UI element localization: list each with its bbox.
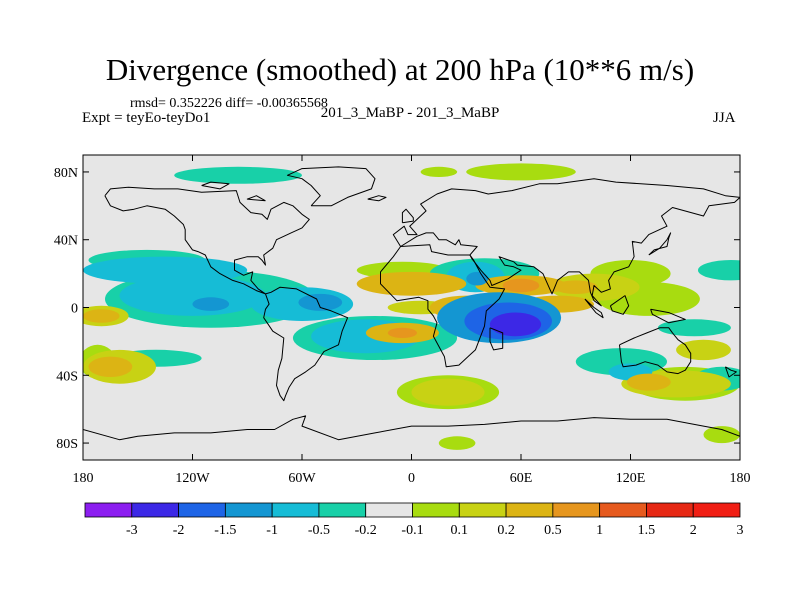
contour-region-36: [699, 400, 740, 425]
contour-region-51: [703, 426, 740, 444]
coastline-4: [619, 327, 692, 375]
y-tick-label-0: 80N: [54, 166, 78, 181]
contour-region-28: [296, 163, 399, 181]
colorbar-label-3: -1: [266, 523, 278, 538]
experiment-label: Expt = teyEo-teyDo1: [82, 110, 211, 126]
colorbar-box-1: [131, 502, 179, 518]
contour-region-6: [119, 275, 266, 316]
contour-region-48: [420, 166, 458, 177]
contour-region-41: [229, 241, 266, 255]
coastline-8: [648, 232, 672, 256]
contour-region-66: [626, 373, 671, 391]
x-tick-label-6: 180: [730, 471, 751, 486]
coastline-10: [609, 295, 630, 315]
y-tick-label-4: 80S: [56, 437, 78, 452]
coastline-11: [650, 308, 686, 324]
contour-region-30: [289, 212, 333, 240]
contour-region-3: [466, 271, 489, 286]
colorbar: -3 -2 -1.5 -1 -0.5 -0.2 -0.1 0.1 0.2 0.5 1 1.5 2 3: [84, 502, 744, 538]
contour-region-35: [83, 404, 129, 422]
colorbar-box-5: [318, 502, 367, 518]
contour-region-4: [192, 297, 230, 311]
coastline-0: [104, 186, 349, 402]
coastline-2: [392, 178, 740, 307]
colorbar-label-7: 0.1: [451, 523, 469, 538]
contour-region-50: [438, 436, 476, 450]
contour-region-67: [88, 356, 133, 377]
colorbar-box-0: [84, 502, 133, 518]
contour-region-46: [466, 163, 576, 181]
x-tick-label-1: 120W: [175, 471, 210, 486]
colorbar-box-2: [178, 502, 226, 518]
colorbar-label-12: 2: [690, 523, 697, 538]
colorbar-box-4: [271, 502, 320, 518]
colorbar-label-5: -0.2: [355, 523, 377, 538]
contour-region-39: [92, 437, 202, 455]
colorbar-label-6: -0.1: [401, 523, 423, 538]
x-tick-label-3: 0: [408, 471, 415, 486]
coastline-5: [83, 415, 740, 441]
x-tick-label-2: 60W: [288, 471, 316, 486]
colorbar-box-6: [365, 502, 413, 518]
colorbar-label-0: -3: [126, 523, 138, 538]
colorbar-label-9: 0.5: [544, 523, 562, 538]
case-label: 201_3_MaBP - 201_3_MaBP: [320, 105, 500, 121]
contour-region-63: [83, 309, 120, 323]
axis-ticks: 180 120W 60W 0 60E 120E 180 80N 40N 0 40S 80S: [54, 155, 751, 486]
colorbar-box-7: [412, 502, 460, 518]
contour-region-68: [502, 278, 540, 293]
y-tick-label-3: 40S: [56, 369, 78, 384]
colorbar-label-4: -0.5: [308, 523, 330, 538]
coastline-15: [367, 195, 387, 202]
colorbar-label-13: 3: [737, 523, 744, 538]
stats-label: rmsd= 0.352226 diff= -0.00365568: [130, 96, 328, 111]
colorbar-box-13: [692, 502, 741, 518]
colorbar-label-10: 1: [596, 523, 603, 538]
contour-region-34: [229, 407, 375, 428]
contour-region-69: [387, 327, 417, 338]
coastline-12: [246, 195, 266, 202]
contour-region-16: [698, 260, 740, 281]
colorbar-box-3: [224, 502, 273, 518]
y-tick-label-1: 40N: [54, 234, 78, 249]
colorbar-box-8: [458, 502, 507, 518]
contour-region-5: [298, 293, 343, 311]
x-tick-label-4: 60E: [510, 471, 533, 486]
colorbar-box-10: [552, 502, 601, 518]
coastline-layer: [83, 166, 740, 441]
colorbar-box-11: [599, 502, 647, 518]
coastline-1: [286, 166, 376, 207]
contour-region-0: [489, 312, 542, 337]
coastline-7: [401, 208, 414, 224]
colorbar-label-11: 1.5: [638, 523, 656, 538]
contour-region-57: [411, 378, 485, 406]
contour-region-58: [676, 339, 731, 361]
coastline-6: [489, 327, 504, 351]
colorbar-label-1: -2: [173, 523, 185, 538]
contour-region-40: [192, 436, 237, 450]
colorbar-box-9: [505, 502, 554, 518]
colorbar-label-8: 0.2: [497, 523, 515, 538]
x-tick-label-5: 120E: [616, 471, 646, 486]
contour-region-37: [347, 199, 385, 213]
chart-title: Divergence (smoothed) at 200 hPa (10**6 …: [105, 52, 695, 87]
coastline-9: [584, 298, 604, 319]
colorbar-label-2: -1.5: [214, 523, 236, 538]
y-tick-label-2: 0: [71, 302, 78, 317]
coastline-13: [201, 181, 230, 190]
contour-region-20: [174, 166, 302, 184]
contour-region-8: [83, 256, 248, 284]
contour-region-65: [356, 271, 467, 296]
contour-region-29: [561, 200, 627, 218]
coastline-14: [724, 366, 737, 378]
season-label: JJA: [713, 110, 736, 126]
coastline-3: [380, 244, 506, 368]
contour-fill-layer: [83, 163, 740, 455]
colorbar-box-12: [646, 502, 694, 518]
x-tick-label-0: 180: [73, 471, 94, 486]
contour-region-19: [657, 319, 731, 337]
